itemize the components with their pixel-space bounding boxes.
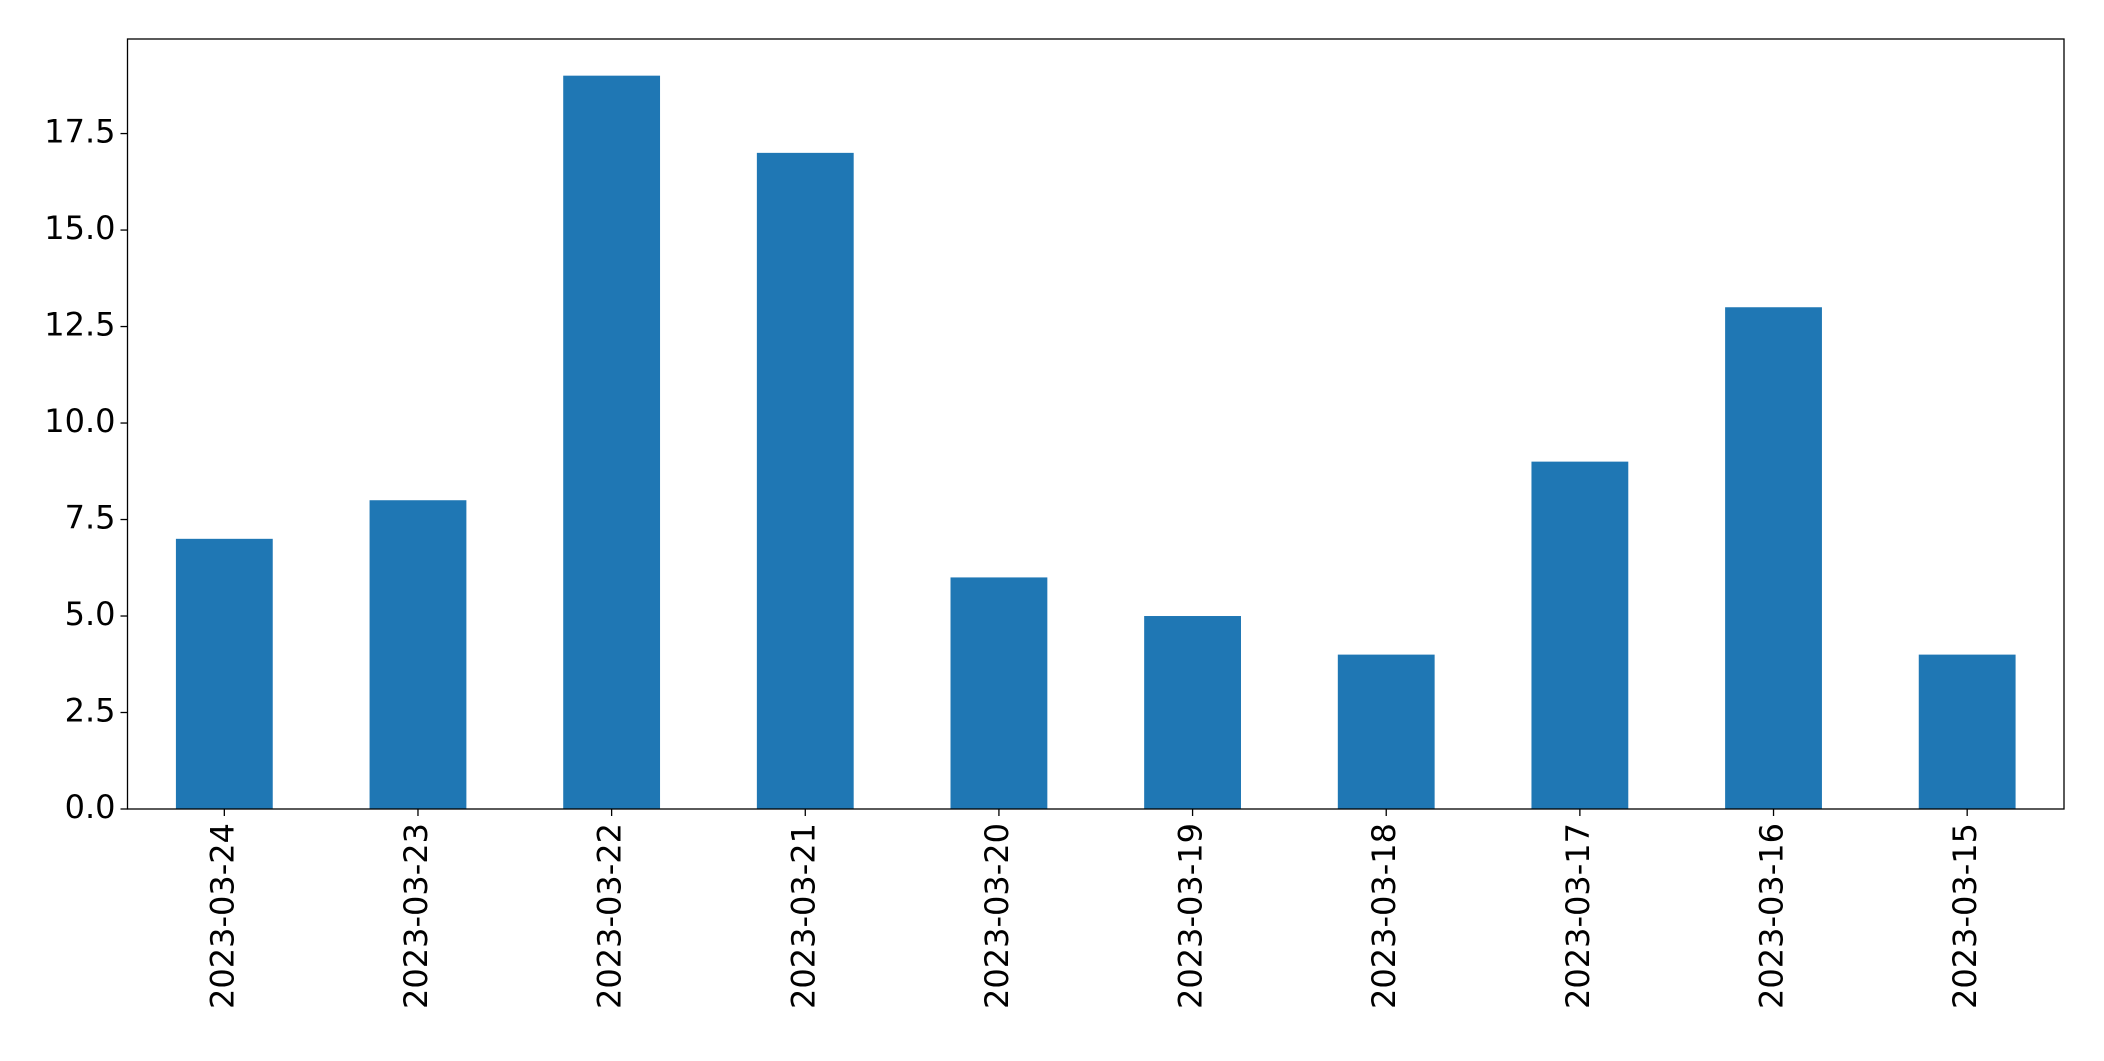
- x-tick-label: 2023-03-23: [397, 823, 435, 1009]
- bar: [1918, 654, 2016, 809]
- bar: [1144, 616, 1241, 809]
- x-tick-label: 2023-03-20: [978, 823, 1016, 1009]
- x-tick-label: 2023-03-16: [1753, 823, 1791, 1009]
- x-tick-label: 2023-03-21: [784, 823, 822, 1009]
- y-tick-label: 17.5: [44, 113, 115, 151]
- x-tick-label: 2023-03-22: [591, 823, 629, 1009]
- x-tick-label: 2023-03-17: [1559, 823, 1597, 1009]
- plot-frame: [126, 38, 2065, 810]
- y-tick-label: 15.0: [44, 209, 115, 247]
- y-tick-label: 12.5: [44, 306, 115, 344]
- y-tick-label: 7.5: [65, 499, 116, 537]
- x-tick-label: 2023-03-15: [1946, 823, 1984, 1009]
- bar: [1531, 461, 1629, 809]
- y-tick-label: 0.0: [65, 788, 116, 826]
- y-tick-label: 10.0: [44, 402, 115, 440]
- bar: [369, 500, 467, 809]
- y-tick-label: 5.0: [65, 595, 116, 633]
- bar: [1725, 307, 1822, 809]
- bar: [563, 75, 661, 809]
- bar: [950, 577, 1048, 809]
- bar: [175, 538, 273, 809]
- bar: [1337, 654, 1435, 809]
- x-tick-label: 2023-03-24: [203, 823, 241, 1009]
- y-tick-label: 2.5: [65, 692, 116, 730]
- x-tick-label: 2023-03-19: [1172, 823, 1210, 1009]
- x-tick-label: 2023-03-18: [1365, 823, 1403, 1009]
- bar: [756, 152, 854, 810]
